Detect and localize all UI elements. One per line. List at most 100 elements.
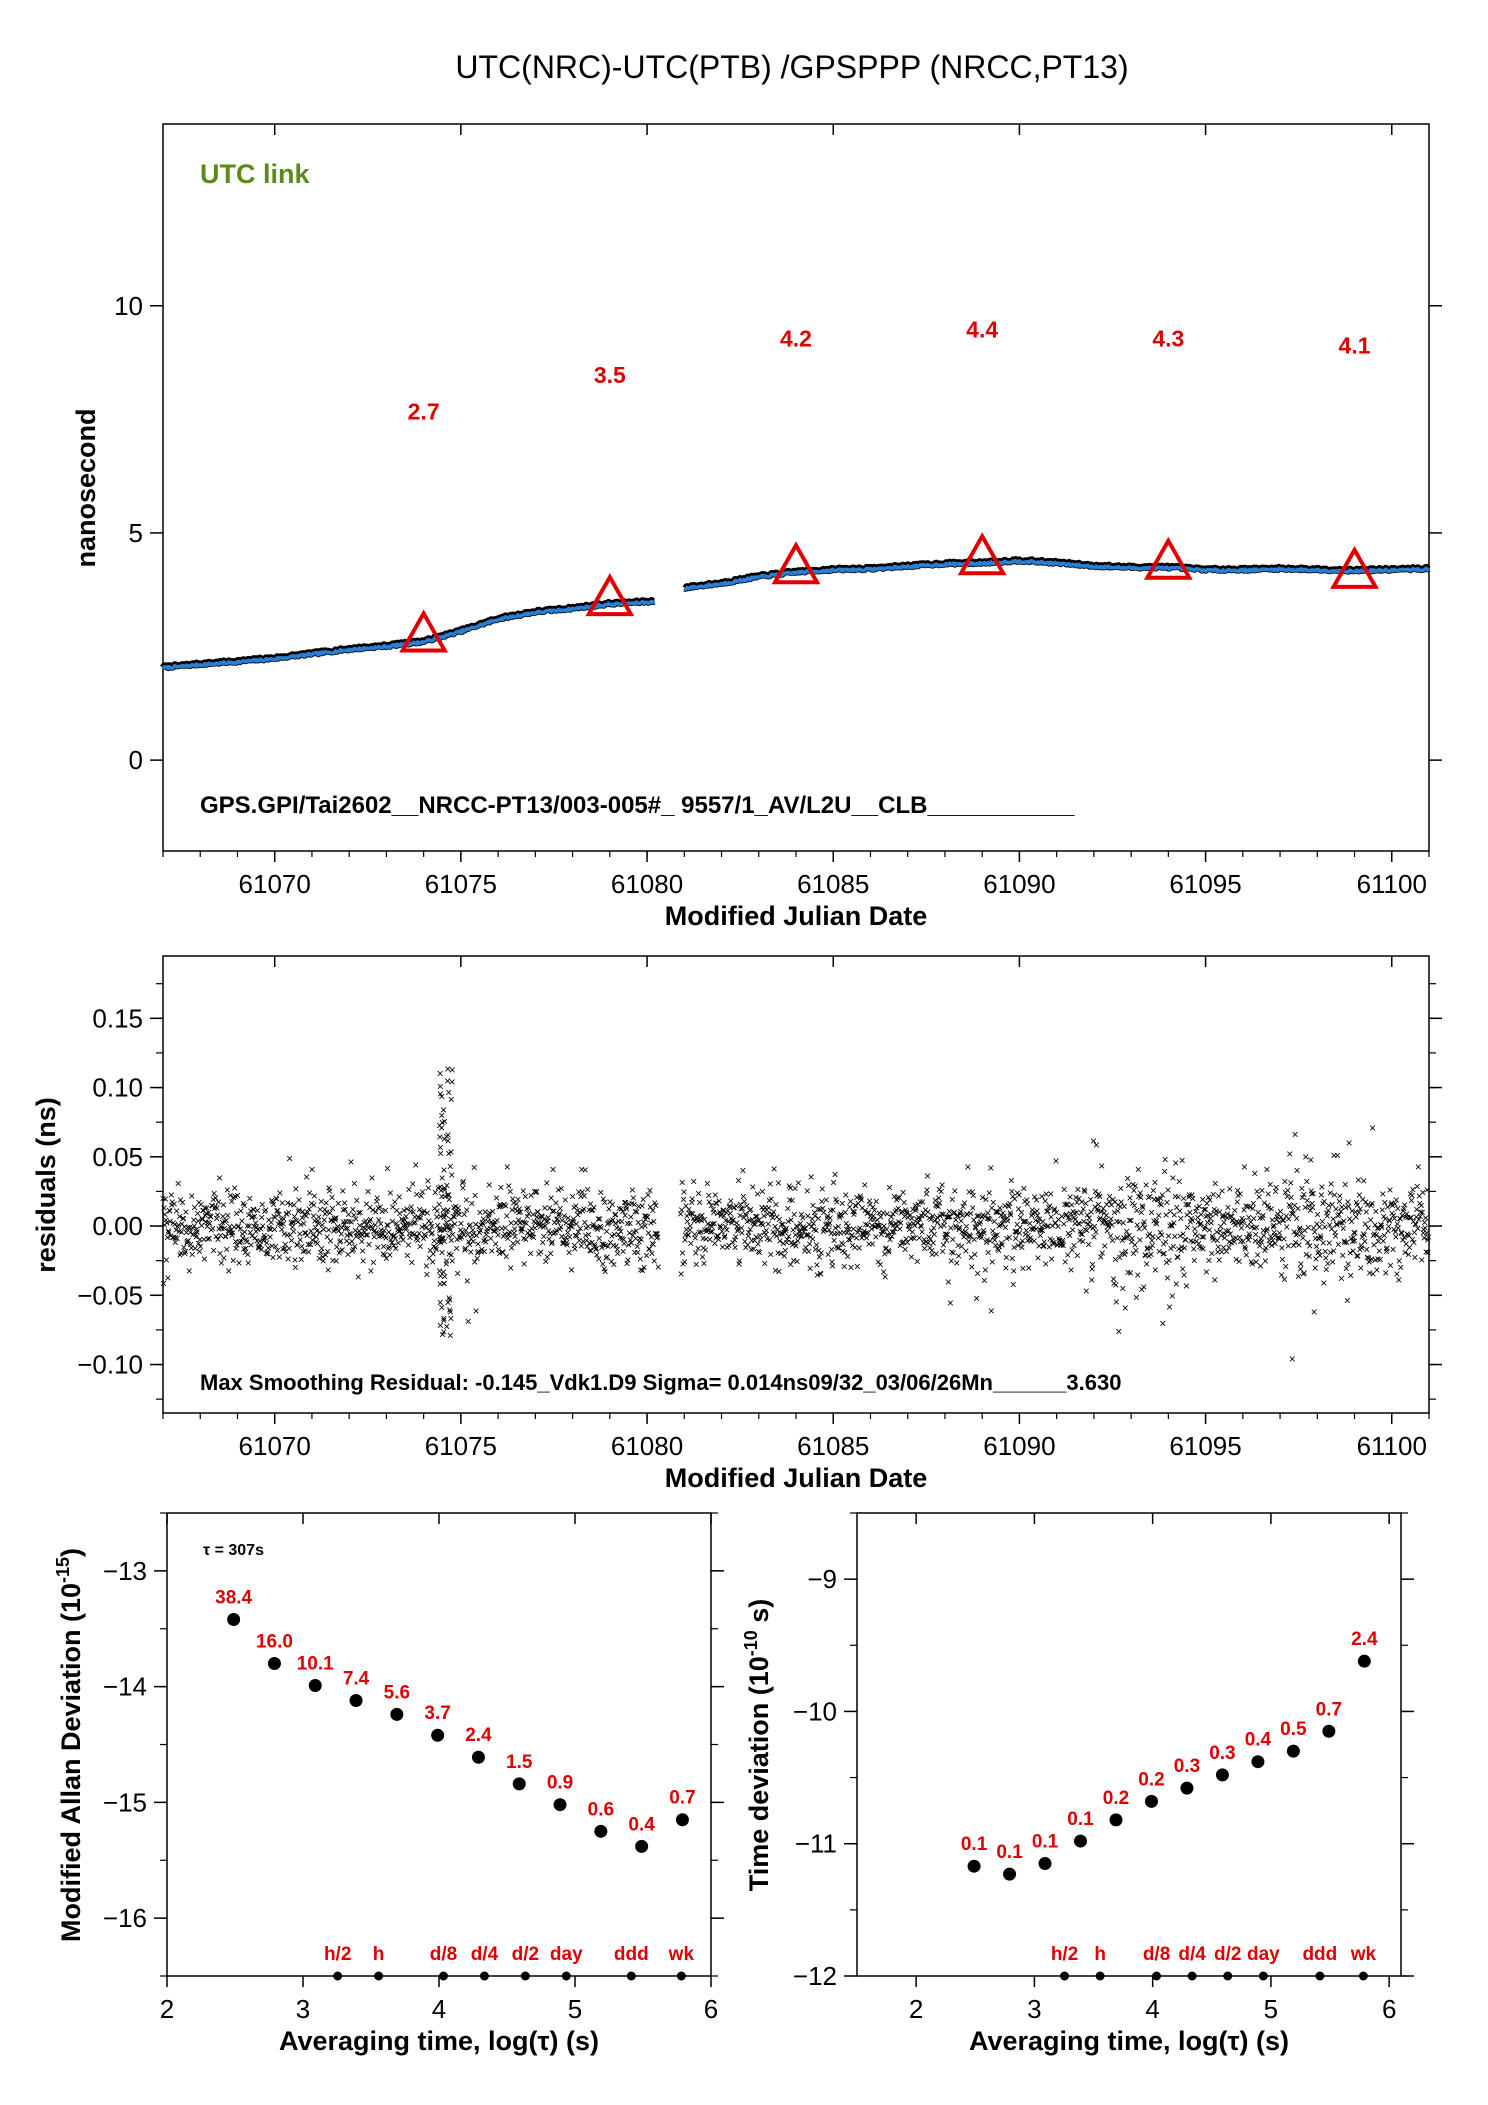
residual-point: × [298, 1253, 305, 1267]
residual-point: × [802, 1240, 809, 1254]
residual-point: × [193, 1230, 200, 1244]
residual-point: × [874, 1218, 881, 1232]
residual-point: × [207, 1210, 214, 1224]
residual-point: × [830, 1176, 837, 1190]
residual-point: × [840, 1225, 847, 1239]
residual-point: × [514, 1192, 521, 1206]
residual-point: × [580, 1234, 587, 1248]
tdev-point [967, 1859, 981, 1873]
residual-point: × [475, 1244, 482, 1258]
residual-point: × [232, 1189, 239, 1203]
residual-point: × [1052, 1216, 1059, 1230]
residual-point: × [738, 1226, 745, 1240]
residual-point: × [318, 1242, 325, 1256]
tdev-x-tick-label: 6 [1382, 1994, 1396, 2024]
residual-point: × [467, 1245, 474, 1259]
residual-point: × [363, 1197, 370, 1211]
residual-point: × [970, 1213, 977, 1227]
residual-point: × [816, 1202, 823, 1216]
residual-point: × [788, 1236, 795, 1250]
residual-point: × [627, 1210, 634, 1224]
residual-point: × [778, 1226, 785, 1240]
residual-point: × [981, 1274, 988, 1288]
residual-point: × [234, 1220, 241, 1234]
residual-point: × [246, 1191, 253, 1205]
tdev-panel: Averaging time, log(τ) (s) Time deviatio… [741, 1512, 1414, 2056]
residual-point: × [807, 1230, 814, 1244]
residual-point: × [965, 1235, 972, 1249]
residual-point: × [846, 1223, 853, 1237]
residual-point: × [214, 1232, 221, 1246]
top-x-tick-label: 61070 [239, 869, 311, 899]
residual-point: × [1140, 1280, 1147, 1294]
residual-point: × [482, 1205, 489, 1219]
residual-point: × [202, 1209, 209, 1223]
residual-point: × [757, 1217, 764, 1231]
residual-point: × [241, 1199, 248, 1213]
residual-point: × [824, 1209, 831, 1223]
residual-point: × [581, 1215, 588, 1229]
residual-point: × [957, 1204, 964, 1218]
residual-point: × [182, 1244, 189, 1258]
residual-point: × [795, 1176, 802, 1190]
residual-point: × [973, 1217, 980, 1231]
residual-point: × [727, 1194, 734, 1208]
residual-point: × [1060, 1239, 1067, 1253]
residual-point: × [847, 1195, 854, 1209]
residual-point: × [492, 1237, 499, 1251]
residual-point: × [562, 1193, 569, 1207]
residual-point: × [539, 1210, 546, 1224]
residual-point: × [1051, 1202, 1058, 1216]
residual-point: × [836, 1209, 843, 1223]
residual-point: × [515, 1206, 522, 1220]
triangle-marker [1143, 536, 1193, 580]
residual-point: × [435, 1181, 442, 1195]
residual-point: × [261, 1229, 268, 1243]
residual-point: × [680, 1193, 687, 1207]
residual-point: × [390, 1239, 397, 1253]
residual-point: × [768, 1192, 775, 1206]
residual-point: × [604, 1240, 611, 1254]
residual-point: × [467, 1218, 474, 1232]
residual-point: × [930, 1236, 937, 1250]
residual-point: × [704, 1217, 711, 1231]
residual-point: × [382, 1231, 389, 1245]
residual-point: × [1016, 1220, 1023, 1234]
residual-point: × [375, 1201, 382, 1215]
residual-point: × [852, 1199, 859, 1213]
residuals-x-tick-label: 61070 [239, 1431, 311, 1461]
residual-point: × [892, 1217, 899, 1231]
residual-point: × [972, 1220, 979, 1234]
residual-point: × [418, 1189, 425, 1203]
residual-point: × [999, 1206, 1006, 1220]
residual-point: × [685, 1203, 692, 1217]
residual-point: × [255, 1240, 262, 1254]
residual-point: × [266, 1221, 273, 1235]
residual-point: × [553, 1213, 560, 1227]
residual-point: × [698, 1214, 705, 1228]
residual-point: × [941, 1214, 948, 1228]
residual-point: × [755, 1244, 762, 1258]
residual-point: × [1151, 1176, 1158, 1190]
residual-point: × [883, 1222, 890, 1236]
residual-point: × [812, 1242, 819, 1256]
residual-point: × [1024, 1197, 1031, 1211]
residual-point: × [907, 1208, 914, 1222]
residual-point: × [777, 1246, 784, 1260]
residual-point: × [1292, 1127, 1299, 1141]
residual-point: × [1165, 1253, 1172, 1267]
residual-point: × [559, 1214, 566, 1228]
residual-point: × [980, 1223, 987, 1237]
residual-point: × [936, 1196, 943, 1210]
residual-point: × [871, 1204, 878, 1218]
residual-point: × [1067, 1190, 1074, 1204]
residual-point: × [179, 1196, 186, 1210]
residual-point: × [642, 1209, 649, 1223]
residual-point: × [954, 1209, 961, 1223]
residual-point: × [413, 1188, 420, 1202]
residual-point: × [630, 1191, 637, 1205]
residual-point: × [922, 1203, 929, 1217]
residual-point: × [528, 1221, 535, 1235]
residual-point: × [632, 1232, 639, 1246]
residual-point: × [592, 1242, 599, 1256]
